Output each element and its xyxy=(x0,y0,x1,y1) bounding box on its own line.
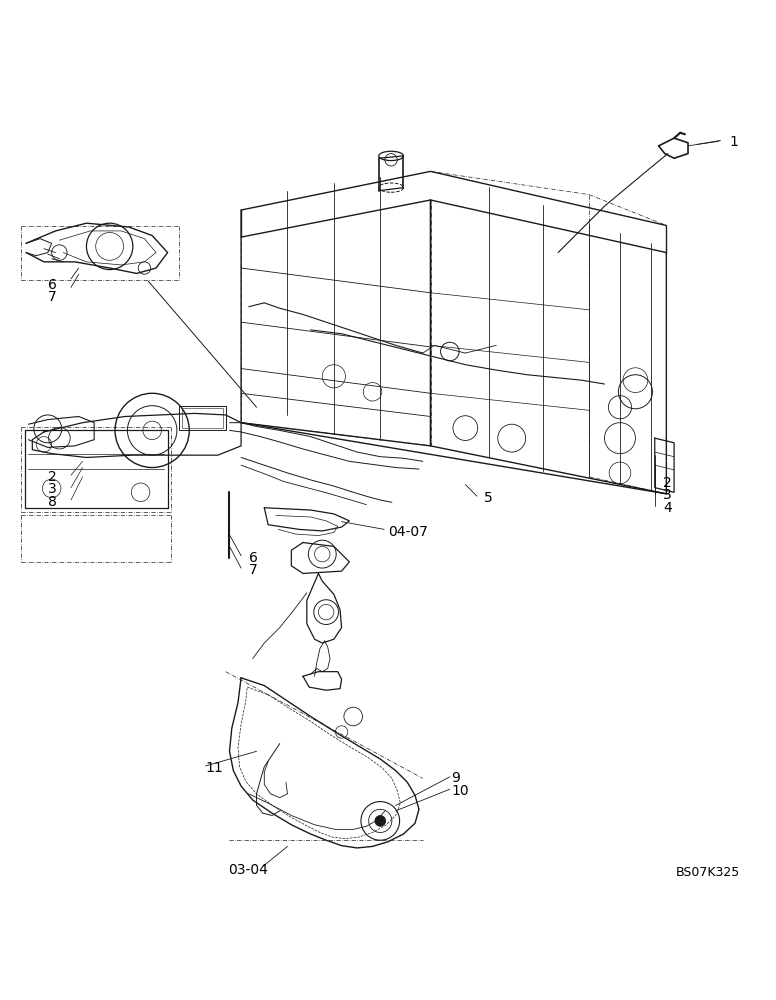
Text: 3: 3 xyxy=(48,482,57,496)
Bar xyxy=(182,408,223,428)
Bar xyxy=(179,406,226,430)
Text: 4: 4 xyxy=(663,501,672,515)
Text: 1: 1 xyxy=(729,135,739,149)
Text: 5: 5 xyxy=(484,491,493,505)
Text: 10: 10 xyxy=(452,784,469,798)
Text: 03-04: 03-04 xyxy=(228,863,268,877)
Text: 8: 8 xyxy=(48,495,57,509)
Text: 6: 6 xyxy=(48,278,57,292)
Text: 11: 11 xyxy=(206,761,223,775)
Circle shape xyxy=(375,815,386,826)
Text: 2: 2 xyxy=(663,476,672,490)
Text: 7: 7 xyxy=(249,563,258,577)
Text: 3: 3 xyxy=(663,488,672,502)
Text: 2: 2 xyxy=(48,470,57,484)
Text: 04-07: 04-07 xyxy=(388,525,428,539)
Text: 6: 6 xyxy=(249,551,258,565)
Text: BS07K325: BS07K325 xyxy=(676,866,740,879)
Text: 7: 7 xyxy=(48,290,57,304)
Text: 9: 9 xyxy=(452,771,460,785)
